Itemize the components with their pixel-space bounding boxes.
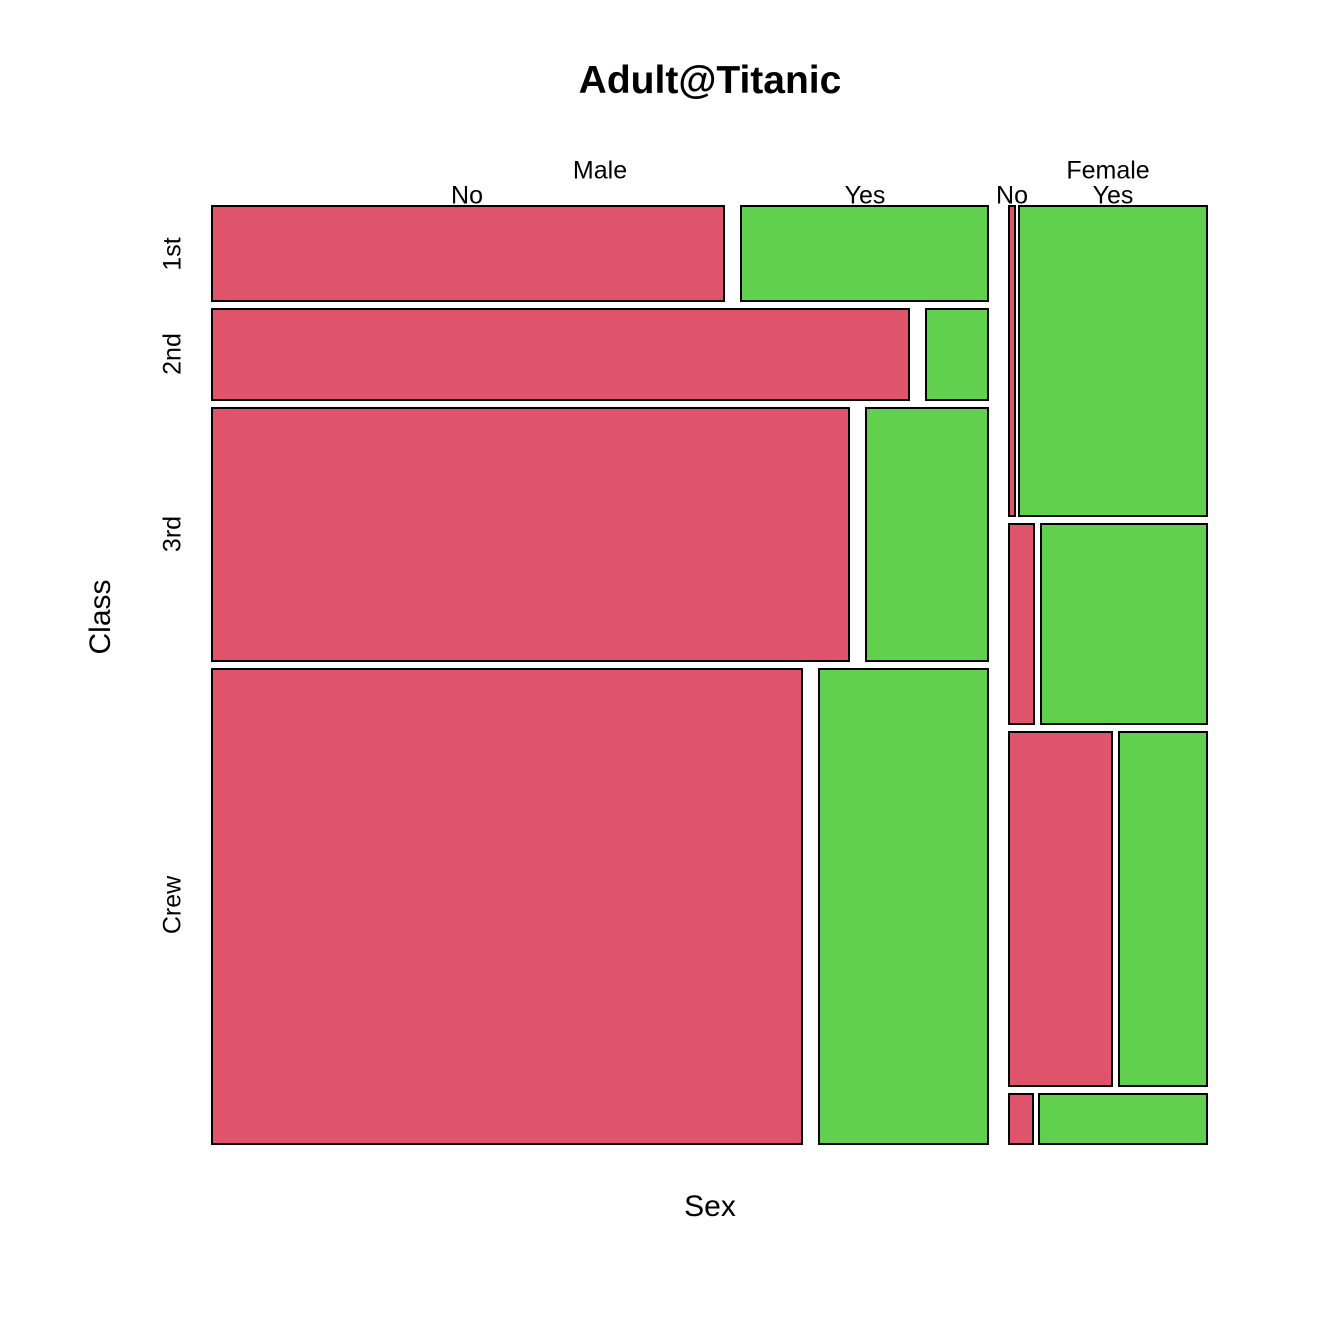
- sex-group-label-male: Male: [572, 156, 628, 185]
- class-tick-label-crew: Crew: [158, 875, 187, 935]
- class-tick-label-2nd: 2nd: [158, 333, 187, 375]
- cell-female-1st-no: [1008, 205, 1016, 517]
- cell-male-crew-no: [211, 668, 803, 1145]
- y-axis-title: Class: [84, 579, 117, 655]
- cell-male-3rd-yes: [865, 407, 989, 662]
- cell-female-2nd-no: [1008, 523, 1035, 725]
- cell-female-2nd-yes: [1040, 523, 1208, 725]
- survived-label-male-yes: Yes: [844, 181, 886, 210]
- survived-label-female-no: No: [996, 181, 1028, 210]
- sex-group-label-female: Female: [1066, 156, 1150, 185]
- cell-female-3rd-no: [1008, 731, 1113, 1087]
- chart-title: Adult@Titanic: [578, 59, 842, 102]
- survived-label-male-no: No: [451, 181, 483, 210]
- cell-female-1st-yes: [1018, 205, 1208, 517]
- cell-male-3rd-no: [211, 407, 850, 662]
- cell-male-2nd-no: [211, 308, 910, 401]
- cell-male-2nd-yes: [925, 308, 989, 401]
- cell-female-crew-no: [1008, 1093, 1034, 1145]
- class-tick-label-1st: 1st: [158, 237, 187, 271]
- class-tick-label-3rd: 3rd: [158, 515, 187, 553]
- cell-female-crew-yes: [1038, 1093, 1208, 1145]
- cell-male-1st-no: [211, 205, 725, 302]
- x-axis-title: Sex: [684, 1190, 736, 1223]
- survived-label-female-yes: Yes: [1092, 181, 1134, 210]
- cell-female-3rd-yes: [1118, 731, 1208, 1087]
- cell-male-crew-yes: [818, 668, 989, 1145]
- cell-male-1st-yes: [740, 205, 989, 302]
